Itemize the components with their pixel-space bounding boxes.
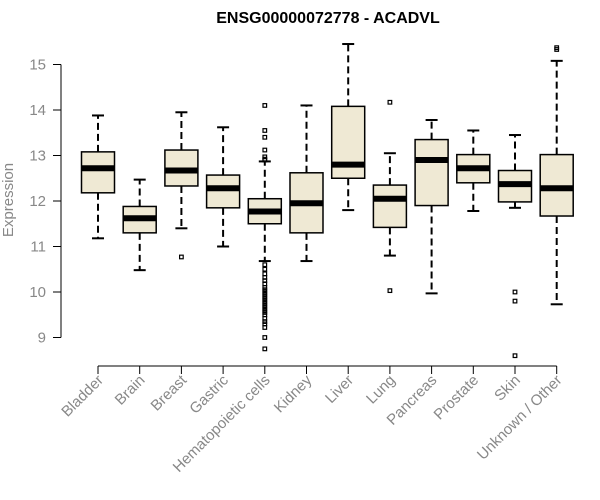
outlier-point (262, 346, 268, 352)
box-unknown-other (539, 45, 574, 306)
y-tick-label: 11 (30, 239, 46, 256)
box-skin (497, 134, 533, 359)
box-brain (122, 178, 157, 272)
outlier-point (262, 147, 268, 153)
box-breast (164, 111, 199, 260)
box-bladder (80, 114, 116, 240)
iqr-box (205, 174, 241, 209)
x-tick-label: Breast (148, 371, 191, 414)
x-tick-label: Kidney (271, 371, 316, 416)
outlier-point (554, 47, 560, 52)
box-hematopoietic-cells (247, 103, 283, 352)
iqr-box (414, 138, 449, 207)
outlier-point (262, 262, 268, 268)
x-tick-label: Bladder (58, 372, 107, 421)
outlier-point (512, 353, 518, 359)
outlier-point (262, 128, 268, 133)
y-tick-label: 12 (29, 193, 46, 210)
iqr-box (372, 184, 408, 229)
box-lung (372, 99, 408, 294)
chart-title: ENSG00000072778 - ACADVL (216, 10, 440, 27)
outlier-point (262, 157, 268, 163)
box-liver (330, 43, 366, 212)
y-tick-label: 13 (29, 148, 46, 165)
boxes-group (80, 43, 574, 359)
y-tick-label: 14 (29, 102, 46, 119)
outlier-point (262, 103, 268, 108)
outlier-point (512, 289, 518, 295)
y-tick-label: 10 (29, 284, 46, 301)
x-tick-label: Skin (491, 372, 524, 405)
outlier-point (387, 99, 393, 105)
outlier-point (262, 134, 268, 140)
outlier-point (512, 298, 518, 304)
outlier-point (262, 325, 268, 330)
x-tick-label: Brain (112, 372, 149, 409)
outlier-point (262, 266, 268, 272)
box-pancreas (414, 119, 449, 295)
iqr-box (80, 151, 116, 194)
outlier-point (262, 335, 268, 340)
y-axis: 9 10 11 12 13 14 15 (29, 57, 62, 347)
y-tick-label: 15 (29, 57, 46, 74)
box-gastric (205, 126, 241, 248)
outlier-point (387, 288, 393, 294)
x-tick-label: Prostate (431, 372, 483, 424)
x-tick-label: Lung (363, 372, 399, 408)
y-axis-label: Expression (0, 163, 17, 237)
box-prostate (456, 129, 491, 213)
box-kidney (289, 104, 324, 263)
y-tick-label: 9 (38, 330, 46, 347)
outlier-point (179, 254, 184, 260)
x-tick-label: Liver (322, 372, 357, 407)
